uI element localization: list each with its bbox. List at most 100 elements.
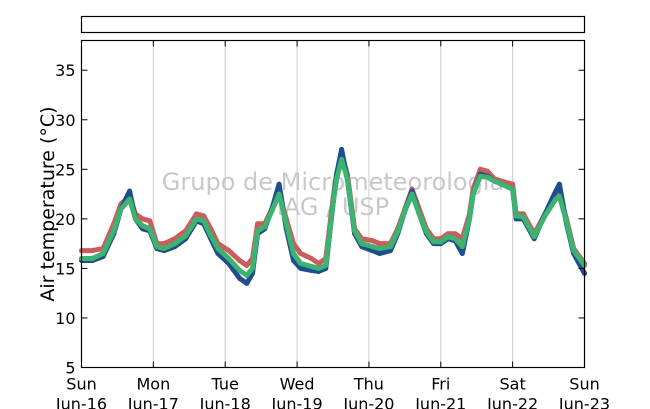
series-2-point-60 [542, 213, 548, 219]
series-2-point-51 [470, 191, 476, 197]
series-0-point-19 [244, 262, 250, 268]
x-tick-day-5: Fri [431, 375, 450, 394]
x-tick-day-2: Tue [211, 375, 239, 394]
series-0-point-14 [201, 213, 207, 219]
y-tick-label-0: 5 [65, 359, 75, 378]
series-2-point-23 [269, 208, 275, 214]
y-axis-label: Air temperature (°C) [37, 106, 59, 301]
series-2-point-53 [485, 174, 490, 180]
series-1-point-38 [377, 251, 383, 256]
y-tick-label-2: 15 [55, 259, 75, 278]
x-tick-day-0: Sun [66, 375, 96, 394]
series-2-point-49 [459, 244, 465, 250]
series-2-point-24 [276, 191, 282, 197]
series-2-point-50 [467, 216, 472, 222]
x-tick-date-7: Jun-23 [558, 395, 610, 409]
series-2-point-29 [316, 265, 322, 271]
series-2-point-16 [215, 246, 221, 252]
series-0-point-17 [226, 248, 232, 254]
x-axis: SunJun-16MonJun-17TueJun-18WedJun-19ThuJ… [55, 40, 610, 409]
series-0-point-18 [237, 258, 243, 263]
series-0-point-8 [147, 218, 153, 224]
series-2-point-18 [237, 267, 243, 273]
series-0-point-13 [194, 211, 199, 217]
series-2-point-43 [416, 211, 422, 217]
y-tick-label-6: 35 [55, 61, 75, 80]
legend-box [80, 15, 586, 34]
series-0-point-52 [477, 166, 483, 172]
x-tick-day-4: Thu [353, 375, 384, 394]
series-group [79, 147, 587, 286]
series-2-point-25 [283, 221, 289, 227]
x-tick-day-6: Sat [500, 375, 526, 394]
series-0-point-56 [510, 181, 516, 187]
series-2-point-8 [147, 226, 153, 232]
series-2-point-64 [571, 248, 577, 254]
series-1-point-18 [237, 275, 243, 281]
series-2-point-52 [477, 173, 483, 179]
series-2-point-6 [132, 216, 138, 222]
series-2-point-46 [438, 239, 444, 245]
series-1-point-5 [127, 188, 133, 194]
series-2-point-27 [298, 261, 304, 266]
x-tick-date-3: Jun-19 [271, 395, 323, 409]
series-2-point-19 [244, 272, 250, 278]
series-2-point-13 [194, 216, 199, 222]
series-0-point-21 [255, 221, 261, 227]
series-0-point-7 [140, 216, 146, 222]
series-2-point-17 [226, 256, 232, 261]
series-2-point-4 [118, 206, 124, 212]
series-2-point-42 [409, 191, 415, 197]
series-2-point-34 [344, 176, 350, 182]
series-2-point-56 [510, 186, 516, 192]
series-1-point-62 [556, 181, 562, 187]
series-2-point-47 [445, 234, 451, 240]
x-tick-day-1: Mon [136, 375, 170, 394]
series-2-point-26 [291, 251, 296, 256]
series-2-point-62 [556, 193, 562, 199]
series-0-point-1 [89, 248, 95, 254]
series-2-point-41 [402, 208, 408, 214]
plot-frame [80, 39, 586, 369]
series-2-point-35 [352, 228, 358, 234]
series-2-point-36 [359, 241, 365, 247]
series-1-point-24 [276, 181, 282, 187]
series-0-point-37 [370, 238, 375, 244]
series-2-point-3 [111, 228, 117, 234]
series-2-point-2 [100, 251, 106, 256]
series-2-point-21 [255, 228, 261, 234]
x-tick-date-6: Jun-22 [486, 395, 538, 409]
series-2-point-55 [499, 181, 505, 187]
y-axis: 5 10 15 20 25 30 35 [55, 61, 585, 378]
series-2-point-7 [140, 223, 146, 229]
series-2-point-12 [183, 233, 189, 239]
series-0-point-48 [452, 231, 458, 237]
series-1-point-27 [298, 265, 304, 271]
series-2-point-37 [370, 244, 375, 250]
series-2-point-15 [208, 233, 214, 239]
series-2-point-22 [262, 224, 268, 230]
series-2-point-45 [431, 239, 437, 245]
series-2-point-59 [531, 234, 537, 240]
x-tick-date-5: Jun-21 [414, 395, 466, 409]
series-0-point-53 [485, 168, 490, 174]
y-tick-label-5: 30 [55, 111, 75, 130]
series-2-point-11 [172, 241, 178, 247]
series-2-point-20 [250, 265, 255, 271]
series-2-point-54 [492, 178, 498, 184]
series-2-point-14 [201, 218, 207, 224]
series-2-point-9 [154, 244, 160, 250]
series-2-point-61 [553, 196, 559, 202]
series-2-point-30 [323, 262, 329, 268]
series-2-point-38 [377, 246, 383, 252]
series-1-point-61 [553, 188, 559, 194]
x-tick-day-3: Wed [280, 375, 315, 394]
series-2-point-33 [339, 156, 345, 162]
series-1-point-33 [339, 147, 345, 152]
x-tick-date-0: Jun-16 [55, 395, 107, 409]
series-0-point-38 [377, 241, 383, 247]
series-0-point-28 [308, 256, 314, 261]
series-2-point-58 [520, 214, 526, 220]
series-2-point-10 [161, 246, 167, 252]
series-2-point-44 [423, 229, 429, 235]
